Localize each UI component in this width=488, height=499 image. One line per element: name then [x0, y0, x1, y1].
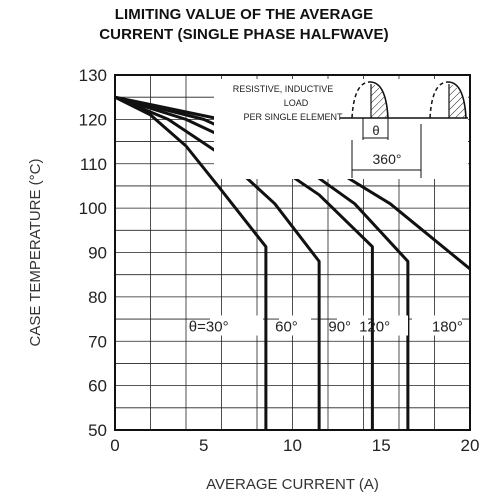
- x-tick-label: 20: [461, 436, 480, 455]
- series-label: 90°: [328, 318, 351, 335]
- series-label-bg: [279, 315, 311, 336]
- y-tick-label: 60: [88, 377, 107, 396]
- inset-text-line-1: RESISTIVE, INDUCTIVE: [233, 84, 334, 94]
- y-tick-label: 100: [79, 199, 107, 218]
- y-tick-label: 120: [79, 110, 107, 129]
- period-label: 360°: [373, 151, 402, 167]
- x-tick-label: 5: [199, 436, 208, 455]
- x-tick-label: 0: [110, 436, 119, 455]
- conduction-region: [371, 84, 388, 118]
- theta-label: θ: [372, 123, 379, 138]
- y-tick-label: 80: [88, 288, 107, 307]
- x-tick-label: 15: [372, 436, 391, 455]
- series-label-bg: [374, 315, 408, 336]
- series-label: 60°: [275, 318, 298, 335]
- y-tick-label: 130: [79, 66, 107, 85]
- series-label-bg: [412, 315, 462, 336]
- series-label: 120°: [359, 318, 390, 335]
- series-line: [114, 95, 321, 430]
- plot-frame: [114, 74, 471, 431]
- y-tick-label: 50: [88, 421, 107, 440]
- y-tick-label: 90: [88, 244, 107, 263]
- chart-title-line-1: LIMITING VALUE OF THE AVERAGE: [114, 6, 374, 23]
- series-line: [114, 95, 268, 430]
- series-line: [114, 95, 410, 430]
- wave-solid: [369, 81, 389, 119]
- series-label: θ=30°: [189, 318, 229, 335]
- wave-solid: [447, 81, 467, 119]
- chart-title-line-2: CURRENT (SINGLE PHASE HALFWAVE): [99, 26, 389, 43]
- y-tick-label: 110: [80, 155, 107, 174]
- series-label-bg: [337, 315, 368, 336]
- x-tick-label: 10: [283, 436, 302, 455]
- inset-text-line-3: PER SINGLE ELEMENT: [243, 112, 343, 122]
- series-label-bg: [210, 315, 263, 336]
- y-tick-label: 70: [88, 332, 107, 351]
- x-axis-label: AVERAGE CURRENT (A): [206, 476, 379, 493]
- series-label: 180°: [432, 318, 463, 335]
- inset-text-line-2: LOAD: [284, 98, 309, 108]
- conduction-region: [449, 84, 466, 118]
- inset-background: [214, 79, 468, 179]
- y-axis-label: CASE TEMPERATURE (°C): [27, 159, 44, 347]
